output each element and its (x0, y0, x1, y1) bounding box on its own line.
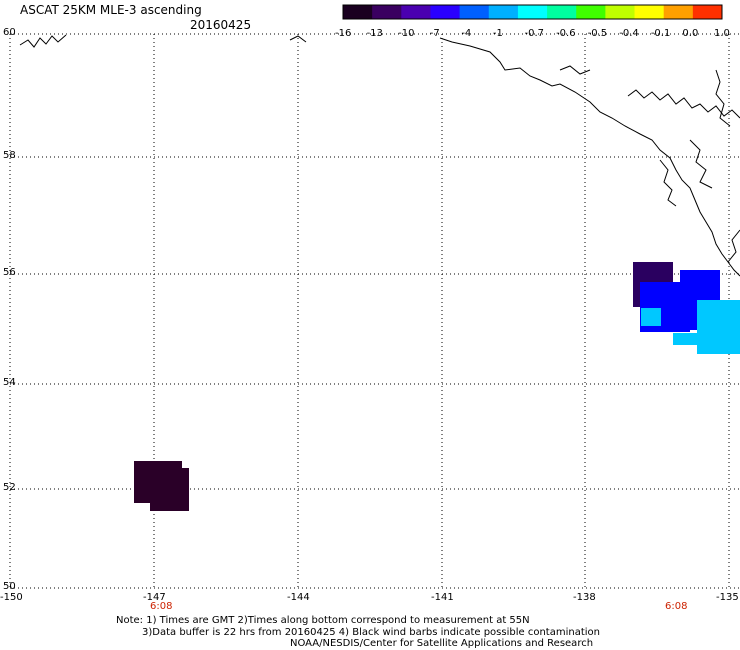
patch-ne-cyan (697, 300, 740, 354)
patch-ne-cyan-3 (673, 333, 703, 345)
colorbar-swatch (634, 5, 665, 19)
lat-label-60: 60 (3, 27, 16, 38)
patch-sw-dark-2 (150, 468, 189, 511)
colorbar-swatch (372, 5, 402, 19)
map-title: ASCAT 25KM MLE-3 ascending (20, 3, 202, 17)
lat-label-58: 58 (3, 150, 16, 161)
colorbar-label: -4 (461, 28, 472, 39)
colorbar-swatch (605, 5, 636, 19)
coastline (19, 34, 740, 277)
lat-label-54: 54 (3, 377, 16, 388)
colorbar-swatch (459, 5, 490, 19)
lat-label-56: 56 (3, 267, 16, 278)
colorbar-label: -7 (429, 28, 440, 39)
colorbar-border (342, 4, 723, 20)
colorbar-swatch (488, 5, 519, 19)
time-label-right: 6:08 (665, 601, 688, 612)
colorbar-label: -1 (492, 28, 503, 39)
colorbar-label: -10 (398, 28, 415, 39)
colorbar-swatch (663, 5, 694, 19)
colorbar-swatch (517, 5, 548, 19)
lon-label-144: -144 (287, 592, 310, 603)
lon-label-141: -141 (431, 592, 454, 603)
colorbar-swatch (692, 5, 723, 19)
lat-label-52: 52 (3, 482, 16, 493)
colorbar-swatch (430, 5, 461, 19)
colorbar-swatch (401, 5, 431, 19)
colorbar-label: -0.4 (619, 28, 639, 39)
time-label-left: 6:08 (150, 601, 173, 612)
note-line-3: NOAA/NESDIS/Center for Satellite Applica… (290, 638, 594, 649)
colorbar (342, 4, 723, 20)
colorbar-label: -16 (335, 28, 352, 39)
note-line-1: Note: 1) Times are GMT 2)Times along bot… (116, 615, 530, 626)
map-date: 20160425 (190, 18, 252, 32)
colorbar-label: -13 (366, 28, 383, 39)
lat-label-50: 50 (3, 581, 16, 592)
colorbar-swatch (343, 5, 373, 19)
colorbar-label: -0.6 (556, 28, 576, 39)
colorbar-label: -0.1 (650, 28, 671, 39)
colorbar-label: -0.7 (524, 28, 545, 39)
colorbar-swatch (576, 5, 606, 19)
colorbar-label: 1.0 (714, 28, 730, 39)
lon-label-147: -147 (143, 592, 166, 603)
note-line-2: 3)Data buffer is 22 hrs from 20160425 4)… (142, 627, 600, 638)
colorbar-label: 0.0 (682, 28, 699, 39)
colorbar-label: -0.5 (587, 28, 608, 39)
lon-label-138: -138 (573, 592, 596, 603)
lon-label-135: -135 (716, 592, 739, 603)
patch-ne-cyan-2 (641, 308, 661, 326)
colorbar-swatch (547, 5, 577, 19)
data-patches (134, 262, 740, 511)
lon-label-150: -150 (0, 592, 23, 603)
graticule (9, 33, 740, 589)
